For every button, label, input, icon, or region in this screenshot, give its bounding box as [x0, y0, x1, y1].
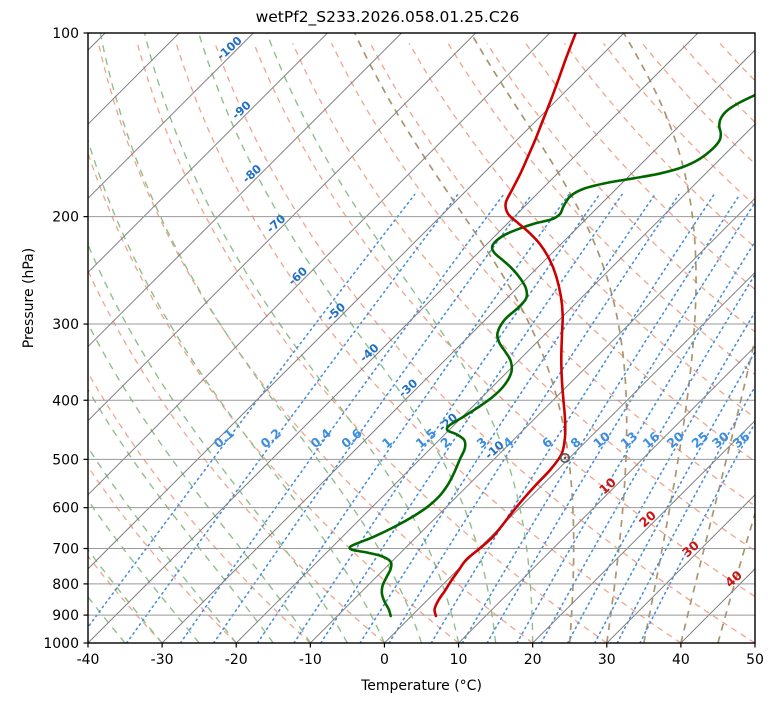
temperature-curve [433, 33, 578, 618]
x-tick-label: 50 [746, 652, 764, 668]
y-tick-label: 700 [52, 542, 79, 558]
isotherm-lines [88, 33, 755, 643]
y-axis-ticks: 100 200 300 400 500 600 700 800 900 1000 [43, 26, 88, 652]
background-lines [88, 33, 755, 643]
plot-markers [559, 452, 570, 463]
pressure-gridlines [88, 33, 755, 643]
dry-adiabat-lines [88, 42, 755, 643]
mixing-ratio-lines [88, 193, 755, 643]
x-tick-label: 20 [524, 652, 542, 668]
plot-background [88, 33, 755, 643]
y-tick-label: 900 [52, 608, 79, 624]
lcl-marker [559, 452, 570, 463]
x-tick-label: -40 [77, 652, 100, 668]
x-tick-label: -10 [299, 652, 322, 668]
y-tick-label: 1000 [43, 636, 79, 652]
x-tick-label: -30 [151, 652, 174, 668]
x-tick-label: 10 [450, 652, 468, 668]
y-tick-label: 500 [52, 452, 79, 468]
data-curves [348, 33, 755, 618]
y-tick-label: 200 [52, 210, 79, 226]
y-tick-label: 800 [52, 577, 79, 593]
lcl-marker-center [563, 456, 567, 460]
y-tick-label: 600 [52, 501, 79, 517]
x-tick-label: 0 [380, 652, 389, 668]
x-axis-label: Temperature (°C) [361, 678, 482, 694]
x-tick-label: -20 [225, 652, 248, 668]
x-axis-ticks: -40 -30 -20 -10 0 10 20 30 40 50 [77, 643, 764, 668]
y-tick-label: 300 [52, 317, 79, 333]
plot-frame [87, 32, 756, 644]
x-tick-label: 40 [672, 652, 690, 668]
page-title: wetPf2_S233.2026.058.01.25.C26 [255, 8, 520, 26]
y-tick-label: 100 [52, 26, 79, 42]
x-tick-label: 30 [598, 652, 616, 668]
dewpoint-curve [348, 93, 755, 618]
y-tick-label: 400 [52, 393, 79, 409]
